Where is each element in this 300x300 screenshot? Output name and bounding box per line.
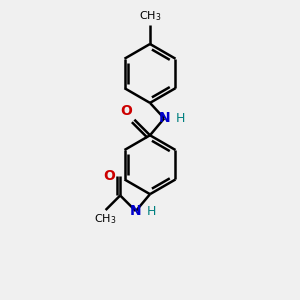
Text: CH$_3$: CH$_3$ xyxy=(94,212,117,226)
Text: CH$_3$: CH$_3$ xyxy=(139,10,161,23)
Text: O: O xyxy=(120,104,132,118)
Text: O: O xyxy=(103,169,115,183)
Text: H: H xyxy=(147,205,156,218)
Text: N: N xyxy=(158,111,170,125)
Text: H: H xyxy=(176,112,185,125)
Text: N: N xyxy=(130,204,142,218)
